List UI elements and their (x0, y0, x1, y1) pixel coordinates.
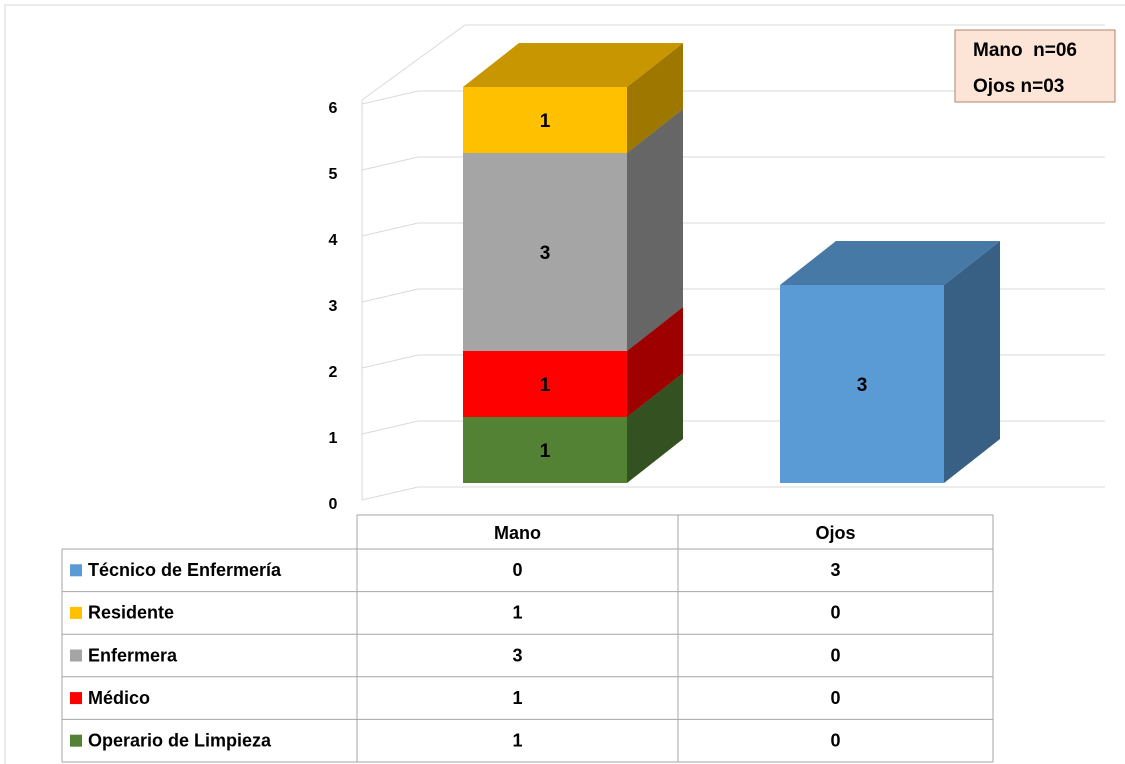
legend-key (70, 692, 82, 705)
legend-label: Técnico de Enfermería (88, 560, 282, 580)
bar-side (627, 109, 683, 351)
data-label: 3 (857, 375, 868, 396)
bar (780, 285, 944, 483)
grid-line (361, 486, 1105, 501)
grid-line (361, 222, 1105, 237)
legend-key (70, 564, 82, 577)
bar-top (463, 43, 683, 87)
bar-side (627, 307, 683, 417)
y-tick-label: 5 (329, 166, 338, 183)
bar-side (944, 241, 1000, 483)
bar (463, 87, 627, 153)
table-cell: 0 (830, 688, 840, 708)
legend-label: Enfermera (88, 645, 178, 665)
y-tick-label: 2 (329, 364, 338, 381)
annotation: Mano n=06 (973, 40, 1077, 61)
data-label: 3 (540, 243, 551, 264)
table-cell: 0 (830, 603, 840, 623)
legend-label: Residente (88, 603, 174, 623)
data-label: 1 (540, 375, 551, 396)
bar-top (780, 241, 1000, 285)
legend-label: Médico (88, 688, 150, 708)
y-tick-label: 1 (329, 430, 338, 447)
bar (463, 351, 627, 417)
table-cell: 1 (512, 730, 522, 750)
y-tick-label: 0 (329, 496, 338, 513)
wall-edge (361, 24, 466, 101)
table-cell: 3 (830, 560, 840, 580)
annotation-box (954, 29, 1116, 103)
table-cell: 0 (830, 645, 840, 665)
y-tick-label: 4 (329, 232, 338, 249)
table-header: Ojos (815, 523, 855, 543)
table-cell: 0 (830, 730, 840, 750)
grid-line (361, 156, 1105, 171)
bar-side (627, 373, 683, 483)
table-cell: 0 (512, 560, 522, 580)
legend-key (70, 649, 82, 662)
bar (463, 417, 627, 483)
data-label: 1 (540, 441, 551, 462)
data-label: 1 (540, 111, 551, 132)
table-cell: 1 (512, 688, 522, 708)
legend-key (70, 734, 82, 747)
legend-key (70, 606, 82, 619)
frame (4, 4, 1125, 764)
legend-label: Operario de Limpieza (88, 730, 272, 750)
bar (463, 153, 627, 351)
annotation: Ojos n=03 (973, 76, 1064, 97)
table-cell: 1 (512, 603, 522, 623)
table-cell: 3 (512, 645, 522, 665)
grid-line (361, 90, 1105, 105)
table-header: Mano (494, 523, 541, 543)
bar-side (627, 43, 683, 153)
y-tick-label: 6 (329, 100, 338, 117)
y-tick-label: 3 (329, 298, 338, 315)
